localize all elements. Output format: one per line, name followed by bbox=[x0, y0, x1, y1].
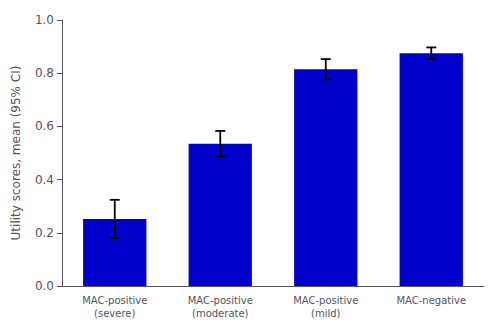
svg-text:1.0: 1.0 bbox=[35, 13, 54, 27]
svg-text:Utility scores, mean (95% CI): Utility scores, mean (95% CI) bbox=[9, 66, 23, 241]
svg-text:MAC-positive: MAC-positive bbox=[82, 295, 147, 306]
svg-text:0.2: 0.2 bbox=[35, 226, 54, 240]
svg-text:0.4: 0.4 bbox=[35, 173, 54, 187]
svg-text:MAC-positive: MAC-positive bbox=[188, 295, 253, 306]
svg-text:MAC-negative: MAC-negative bbox=[396, 295, 466, 306]
svg-text:(severe): (severe) bbox=[94, 308, 135, 319]
svg-text:0.6: 0.6 bbox=[35, 119, 54, 133]
svg-text:MAC-positive: MAC-positive bbox=[293, 295, 358, 306]
svg-text:(mild): (mild) bbox=[311, 308, 341, 319]
svg-text:0.0: 0.0 bbox=[35, 279, 54, 293]
svg-text:(moderate): (moderate) bbox=[192, 308, 249, 319]
svg-text:0.8: 0.8 bbox=[35, 66, 54, 80]
